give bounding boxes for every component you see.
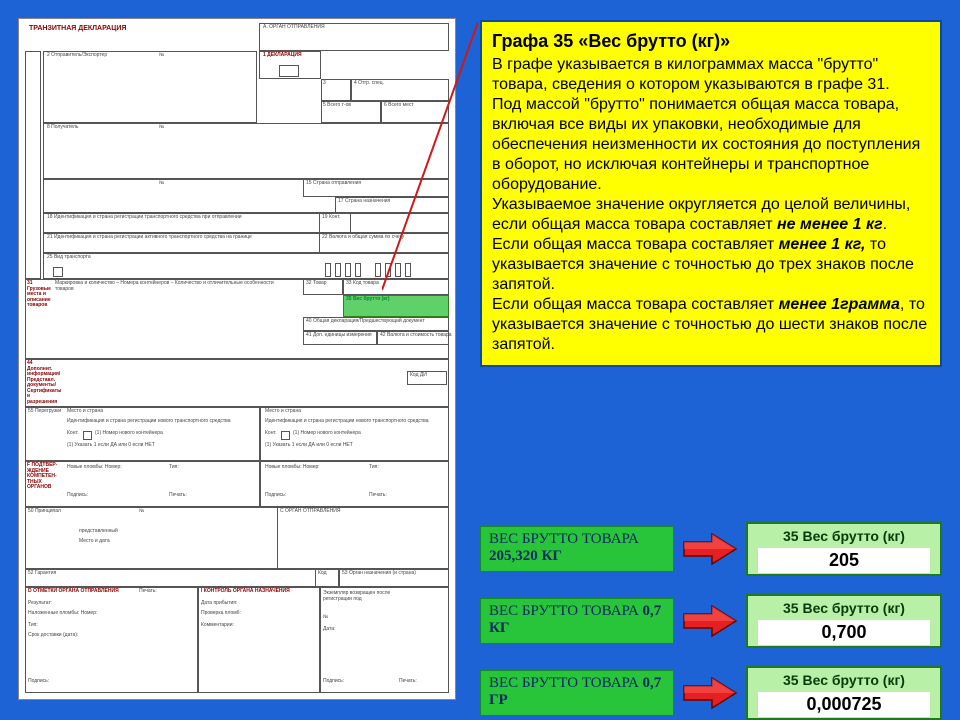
- lbl-C: C ОРГАН ОТПРАВЛЕНИЯ: [280, 509, 341, 515]
- lbl-44: 44 Дополнит. информация/ Представл. доку…: [27, 361, 57, 405]
- lbl-D: D ОТМЕТКИ ОРГАНА ОТПРАВЛЕНИЯ: [28, 589, 119, 595]
- form-title: ТРАНЗИТНАЯ ДЕКЛАРАЦИЯ: [29, 25, 126, 32]
- arrow-icon: [682, 532, 738, 566]
- example-output-value: 205: [758, 548, 930, 573]
- lbl-33: 33 Код товара: [346, 281, 379, 287]
- example-output-value: 0,700: [758, 620, 930, 645]
- lbl-42: 42 Валюта и стоимость товара: [380, 333, 451, 339]
- lbl-4: 4 Отгр. спец.: [354, 81, 384, 87]
- lbl-18: 18 Идентификация и страна регистрации тр…: [47, 215, 317, 221]
- example-output-value: 0,000725: [758, 692, 930, 717]
- lbl-25: 25 Вид транспорта: [47, 255, 91, 261]
- example-row: ВЕС БРУТТО ТОВАРА 0,7 ГР 35 Вес брутто (к…: [480, 666, 944, 720]
- lbl-decl: 1 ДЕКЛАРАЦИЯ: [263, 53, 302, 59]
- example-input: ВЕС БРУТТО ТОВАРА 0,7 КГ: [480, 598, 674, 644]
- lbl-8: 8 Получатель: [47, 125, 79, 131]
- lbl-41: 41 Доп. единицы измерения: [306, 333, 372, 339]
- lbl-22: 22 Валюта и общая сумма по счету: [322, 235, 404, 241]
- lbl-52: 52 Гарантия: [28, 571, 56, 577]
- example-output-title: 35 Вес брутто (кг): [748, 596, 940, 616]
- lbl-17: 17 Страна назначения: [338, 199, 390, 205]
- lbl-5: 5 Всего т-ов: [323, 103, 351, 109]
- example-output-title: 35 Вес брутто (кг): [748, 668, 940, 688]
- example-input: ВЕС БРУТТО ТОВАРА 0,7 ГР: [480, 670, 674, 716]
- lbl-31: 31 Грузовые места и описание товаров: [27, 281, 53, 309]
- lbl-40: 40 Общая декларация/Предшествующий докум…: [306, 319, 425, 325]
- example-row: ВЕС БРУТТО ТОВАРА 205,320 КГ 35 Вес брутт…: [480, 522, 944, 576]
- transit-declaration-form: ТРАНЗИТНАЯ ДЕКЛАРАЦИЯ А. ОРГАН ОТПРАВЛЕН…: [18, 18, 456, 700]
- arrow-icon: [682, 676, 738, 710]
- lbl-6: 6 Всего мест: [384, 103, 414, 109]
- lbl-I: I КОНТРОЛЬ ОРГАНА НАЗНАЧЕНИЯ: [201, 589, 290, 595]
- lbl-3: 3: [323, 81, 326, 87]
- lbl-a: А. ОРГАН ОТПРАВЛЕНИЯ: [263, 25, 325, 31]
- explain-title: Графа 35 «Вес брутто (кг)»: [492, 30, 930, 53]
- example-output: 35 Вес брутто (кг) 205: [746, 522, 942, 576]
- lbl-50: 50 Принципал: [28, 509, 61, 515]
- example-row: ВЕС БРУТТО ТОВАРА 0,7 КГ 35 Вес брутто (к…: [480, 594, 944, 648]
- example-output: 35 Вес брутто (кг) 0,700: [746, 594, 942, 648]
- example-input: ВЕС БРУТТО ТОВАРА 205,320 КГ: [480, 526, 674, 572]
- lbl-55: 55 Перегрузки: [28, 409, 61, 415]
- lbl-15: 15 Страна отправления: [306, 181, 361, 187]
- lbl-21: 21 Идентификация и страна регистрации ак…: [47, 235, 287, 241]
- lbl-F: F ПОДТВЕР- ЖДЕНИЕ КОМПЕТЕН- ТНЫХ ОРГАНОВ: [27, 463, 61, 491]
- explanation-box: Графа 35 «Вес брутто (кг)» В графе указы…: [480, 20, 942, 367]
- arrow-icon: [682, 604, 738, 638]
- lbl-kodDI: Код ДИ: [410, 373, 427, 379]
- example-output-title: 35 Вес брутто (кг): [748, 524, 940, 544]
- lbl-19: 19 Конт.: [322, 215, 341, 221]
- lbl-31sub: Маркировка и количество – Номера контейн…: [55, 281, 285, 292]
- lbl-32: 32 Товар: [306, 281, 327, 287]
- lbl-35: 35 Вес брутто (кг): [346, 297, 390, 303]
- example-output: 35 Вес брутто (кг) 0,000725: [746, 666, 942, 720]
- lbl-2: 2 Отправитель/Экспортер: [47, 53, 107, 59]
- lbl-53: 53 Орган назначения (и страна): [342, 571, 416, 577]
